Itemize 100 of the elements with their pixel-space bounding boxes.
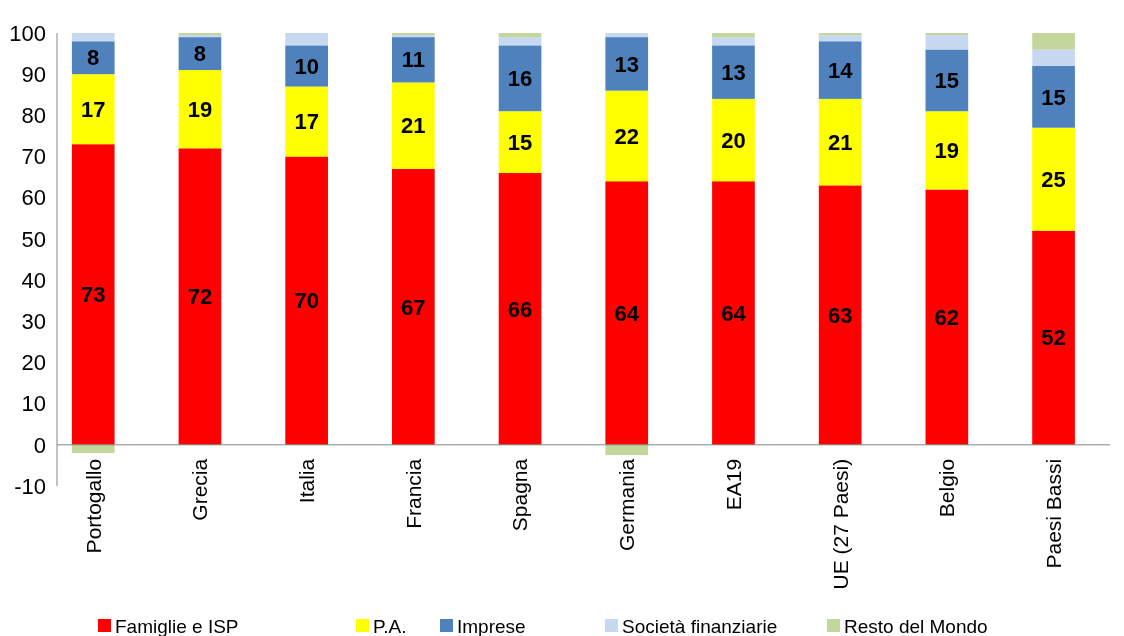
y-tick-label: 50 <box>21 226 46 252</box>
bar <box>925 111 969 190</box>
bar <box>712 45 755 99</box>
bar <box>605 181 649 445</box>
y-tick-label: 70 <box>21 144 46 170</box>
bar <box>818 35 862 42</box>
x-tick-label: Spagna <box>508 458 532 532</box>
data-label: 10 <box>294 53 319 79</box>
x-tick-label: UE (27 Paesi) <box>828 458 852 590</box>
y-tick-label: 60 <box>21 185 46 211</box>
bar <box>1032 65 1075 128</box>
data-label: 73 <box>80 282 106 308</box>
bar <box>925 49 969 112</box>
data-label: 64 <box>721 300 747 326</box>
y-tick-label: 10 <box>21 391 46 417</box>
x-tick-label: Grecia <box>188 458 212 521</box>
bar <box>498 111 542 174</box>
legend-label: Società finanziarie <box>622 615 778 636</box>
bar <box>71 444 115 454</box>
legend-label: Famiglie e ISP <box>115 615 239 636</box>
bar <box>605 37 649 91</box>
y-tick-label: 20 <box>21 350 46 376</box>
data-label: 20 <box>721 127 746 153</box>
y-tick-label: 100 <box>9 20 46 46</box>
bar <box>178 148 222 445</box>
legend-label: Imprese <box>457 615 526 636</box>
bar <box>818 185 862 445</box>
bar <box>71 74 115 145</box>
legend-label: Resto del Mondo <box>844 615 988 636</box>
bar <box>1032 230 1075 445</box>
data-label: 21 <box>827 129 853 155</box>
y-tick-label: 40 <box>21 267 46 293</box>
bar <box>818 41 862 99</box>
bar <box>712 37 755 46</box>
bar <box>1032 49 1075 66</box>
bar <box>498 45 542 112</box>
x-tick-label: Paesi Bassi <box>1041 458 1065 569</box>
bar <box>712 181 755 445</box>
bar <box>285 33 328 46</box>
data-label: 22 <box>614 123 639 149</box>
data-label: 67 <box>401 294 426 320</box>
bar <box>1032 33 1075 50</box>
y-tick-label: -10 <box>14 473 46 499</box>
data-label: 21 <box>401 113 426 139</box>
bar <box>498 173 542 445</box>
data-label: 17 <box>294 109 319 135</box>
data-label: 13 <box>721 59 746 85</box>
bar <box>1032 127 1075 231</box>
bar <box>925 189 969 445</box>
x-tick-label: Francia <box>401 458 425 529</box>
y-tick-label: 90 <box>21 61 46 87</box>
data-label: 17 <box>80 96 106 122</box>
data-label: 19 <box>934 138 960 164</box>
bar <box>285 86 328 157</box>
bar <box>818 33 862 36</box>
bar <box>392 82 435 169</box>
bar <box>605 444 649 456</box>
x-tick-label: Portogallo <box>81 458 105 554</box>
data-label: 70 <box>294 288 319 314</box>
y-tick-label: 0 <box>33 432 46 458</box>
data-label: 62 <box>934 304 960 330</box>
x-tick-label: EA19 <box>721 458 745 511</box>
bar <box>285 156 328 445</box>
bar <box>925 35 969 50</box>
x-tick-label: Germania <box>615 458 639 552</box>
bar <box>605 33 649 38</box>
bar <box>392 168 435 445</box>
data-label: 8 <box>87 45 100 71</box>
data-label: 11 <box>401 47 425 73</box>
data-label: 52 <box>1041 325 1066 351</box>
bar <box>712 98 755 182</box>
bar <box>71 33 115 42</box>
bar <box>605 90 649 182</box>
x-tick-label: Belgio <box>935 458 959 518</box>
data-label: 64 <box>614 300 640 326</box>
bar <box>285 45 328 87</box>
data-label: 25 <box>1041 166 1066 192</box>
data-label: 8 <box>193 41 207 67</box>
y-tick-label: 30 <box>21 308 46 334</box>
data-label: 66 <box>507 296 533 322</box>
bar <box>498 33 542 38</box>
data-label: 13 <box>614 51 639 77</box>
data-label: 15 <box>507 129 533 155</box>
y-tick-label: 80 <box>21 103 46 129</box>
data-label: 15 <box>1041 84 1066 110</box>
data-label: 72 <box>187 284 213 310</box>
data-label: 14 <box>827 57 854 83</box>
data-label: 19 <box>187 96 213 122</box>
bar <box>392 37 435 83</box>
bar <box>925 33 969 36</box>
bar <box>178 70 222 149</box>
bar <box>71 144 115 445</box>
bar <box>498 37 542 46</box>
x-tick-label: Italia <box>294 458 318 504</box>
data-label: 15 <box>934 68 960 94</box>
bar <box>71 41 115 75</box>
bar <box>818 98 862 186</box>
legend-label: P.A. <box>373 615 407 636</box>
data-label: 63 <box>827 302 853 328</box>
bar <box>712 33 755 38</box>
